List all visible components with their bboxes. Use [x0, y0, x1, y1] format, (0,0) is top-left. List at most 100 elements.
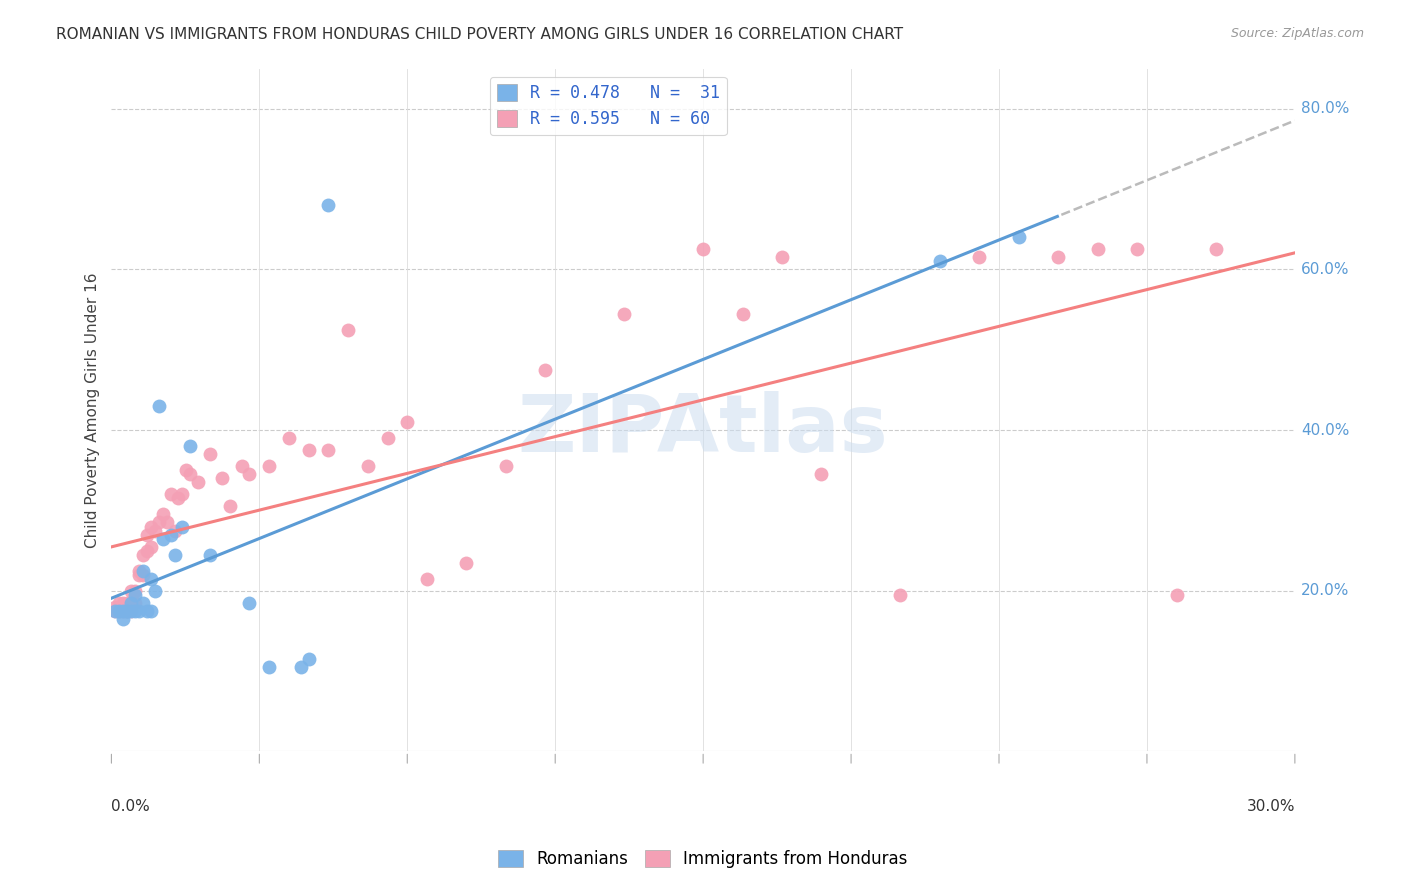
- Point: [159, 527, 181, 541]
- Point: [298, 443, 321, 458]
- Point: [163, 524, 186, 538]
- Point: [495, 459, 517, 474]
- Point: [139, 519, 162, 533]
- Point: [534, 363, 557, 377]
- Point: [152, 532, 174, 546]
- Point: [120, 596, 142, 610]
- Point: [770, 250, 793, 264]
- Point: [120, 583, 142, 598]
- Point: [112, 604, 135, 618]
- Point: [120, 604, 142, 618]
- Point: [357, 459, 380, 474]
- Point: [810, 467, 832, 482]
- Point: [211, 471, 233, 485]
- Point: [139, 540, 162, 554]
- Point: [163, 548, 186, 562]
- Point: [159, 487, 181, 501]
- Text: Source: ZipAtlas.com: Source: ZipAtlas.com: [1230, 27, 1364, 40]
- Point: [135, 604, 157, 618]
- Y-axis label: Child Poverty Among Girls Under 16: Child Poverty Among Girls Under 16: [86, 272, 100, 548]
- Point: [1008, 230, 1031, 244]
- Point: [377, 431, 399, 445]
- Point: [198, 447, 221, 461]
- Point: [396, 415, 419, 429]
- Point: [198, 548, 221, 562]
- Point: [416, 572, 439, 586]
- Point: [456, 556, 478, 570]
- Point: [115, 596, 138, 610]
- Point: [298, 652, 321, 666]
- Point: [148, 399, 170, 413]
- Point: [108, 596, 131, 610]
- Point: [112, 612, 135, 626]
- Legend: Romanians, Immigrants from Honduras: Romanians, Immigrants from Honduras: [492, 843, 914, 875]
- Text: 40.0%: 40.0%: [1301, 423, 1350, 438]
- Point: [337, 323, 360, 337]
- Text: 20.0%: 20.0%: [1301, 583, 1350, 599]
- Point: [143, 583, 166, 598]
- Point: [108, 604, 131, 618]
- Point: [257, 660, 280, 674]
- Point: [231, 459, 253, 474]
- Point: [132, 567, 155, 582]
- Point: [135, 543, 157, 558]
- Point: [104, 599, 127, 614]
- Point: [124, 604, 146, 618]
- Text: 80.0%: 80.0%: [1301, 101, 1350, 116]
- Point: [1166, 588, 1188, 602]
- Point: [128, 567, 150, 582]
- Point: [104, 604, 127, 618]
- Point: [132, 564, 155, 578]
- Point: [143, 524, 166, 538]
- Point: [238, 596, 260, 610]
- Point: [1047, 250, 1070, 264]
- Point: [277, 431, 299, 445]
- Point: [115, 604, 138, 618]
- Point: [152, 508, 174, 522]
- Point: [179, 467, 201, 482]
- Point: [112, 604, 135, 618]
- Point: [139, 604, 162, 618]
- Legend: R = 0.478   N =  31, R = 0.595   N = 60: R = 0.478 N = 31, R = 0.595 N = 60: [491, 77, 727, 135]
- Point: [692, 242, 714, 256]
- Point: [156, 516, 179, 530]
- Point: [139, 572, 162, 586]
- Point: [124, 596, 146, 610]
- Point: [889, 588, 911, 602]
- Point: [104, 604, 127, 618]
- Point: [290, 660, 312, 674]
- Point: [108, 604, 131, 618]
- Point: [928, 254, 950, 268]
- Point: [1126, 242, 1149, 256]
- Point: [613, 307, 636, 321]
- Point: [318, 443, 340, 458]
- Point: [132, 596, 155, 610]
- Point: [218, 500, 240, 514]
- Text: 30.0%: 30.0%: [1246, 799, 1295, 814]
- Point: [1205, 242, 1227, 256]
- Point: [148, 516, 170, 530]
- Point: [112, 596, 135, 610]
- Text: 0.0%: 0.0%: [111, 799, 150, 814]
- Point: [238, 467, 260, 482]
- Point: [179, 439, 201, 453]
- Text: 60.0%: 60.0%: [1301, 262, 1350, 277]
- Text: ZIPAtlas: ZIPAtlas: [517, 392, 889, 469]
- Point: [128, 604, 150, 618]
- Point: [172, 487, 194, 501]
- Point: [135, 527, 157, 541]
- Point: [187, 475, 209, 490]
- Point: [731, 307, 754, 321]
- Point: [115, 604, 138, 618]
- Point: [120, 604, 142, 618]
- Point: [167, 491, 190, 506]
- Point: [132, 548, 155, 562]
- Point: [115, 604, 138, 618]
- Text: ROMANIAN VS IMMIGRANTS FROM HONDURAS CHILD POVERTY AMONG GIRLS UNDER 16 CORRELAT: ROMANIAN VS IMMIGRANTS FROM HONDURAS CHI…: [56, 27, 904, 42]
- Point: [172, 519, 194, 533]
- Point: [128, 564, 150, 578]
- Point: [124, 588, 146, 602]
- Point: [257, 459, 280, 474]
- Point: [1087, 242, 1109, 256]
- Point: [969, 250, 991, 264]
